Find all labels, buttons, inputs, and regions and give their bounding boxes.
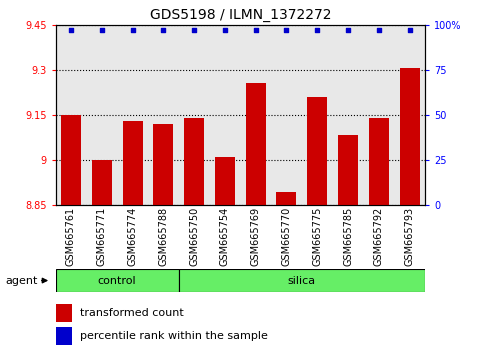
Bar — [56, 304, 72, 321]
Point — [159, 27, 167, 33]
Bar — [276, 192, 297, 205]
Text: agent: agent — [6, 275, 38, 286]
Bar — [61, 115, 81, 205]
Title: GDS5198 / ILMN_1372272: GDS5198 / ILMN_1372272 — [150, 8, 331, 22]
Bar — [246, 84, 266, 205]
Bar — [56, 327, 72, 345]
Bar — [92, 160, 112, 205]
Point — [128, 27, 136, 33]
Point — [190, 27, 198, 33]
Text: control: control — [98, 275, 136, 286]
Point — [283, 27, 290, 33]
Bar — [179, 269, 425, 292]
Point — [375, 27, 383, 33]
Point — [67, 27, 75, 33]
Text: silica: silica — [288, 275, 316, 286]
Bar — [184, 118, 204, 205]
Point — [98, 27, 106, 33]
Bar — [215, 157, 235, 205]
Text: percentile rank within the sample: percentile rank within the sample — [80, 331, 268, 341]
Bar — [338, 135, 358, 205]
Bar — [369, 118, 389, 205]
Bar — [123, 121, 142, 205]
Point — [406, 27, 413, 33]
Bar — [56, 269, 179, 292]
Point — [313, 27, 321, 33]
Point — [252, 27, 259, 33]
Bar — [153, 124, 173, 205]
Bar — [399, 68, 420, 205]
Bar — [307, 97, 327, 205]
Point — [221, 27, 229, 33]
Text: transformed count: transformed count — [80, 308, 184, 318]
Point — [344, 27, 352, 33]
